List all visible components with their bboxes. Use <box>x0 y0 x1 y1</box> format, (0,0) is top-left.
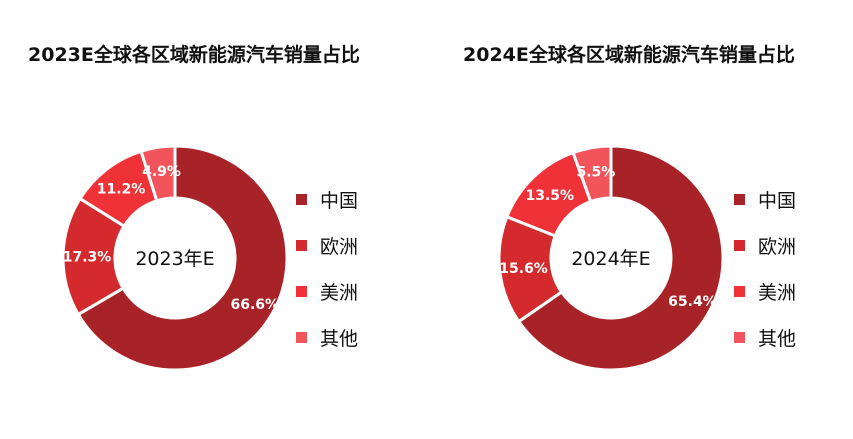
legend-item: 其他 <box>296 314 358 360</box>
legend-label: 欧洲 <box>758 235 797 258</box>
legend-swatch <box>296 285 307 297</box>
legend-item: 美洲 <box>296 268 358 314</box>
legend-swatch <box>296 331 307 343</box>
legend-item: 美洲 <box>734 268 796 314</box>
slice-value-label: 13.5% <box>525 188 574 204</box>
legend-item: 欧洲 <box>296 222 358 268</box>
chart-title-2023: 2023E全球各区域新能源汽车销量占比 <box>28 44 360 66</box>
slice-value-label: 4.9% <box>142 164 181 180</box>
donut-center-label: 2024年E <box>571 248 650 270</box>
slice-value-label: 11.2% <box>97 181 146 197</box>
legend-label: 其他 <box>758 327 797 350</box>
slice-value-label: 65.4% <box>668 294 717 310</box>
legend-item: 中国 <box>296 176 358 222</box>
legend-swatch <box>734 285 745 297</box>
legend-2023: 中国 欧洲 美洲 其他 <box>296 176 358 360</box>
donut-slice <box>76 144 289 372</box>
legend-item: 中国 <box>734 176 796 222</box>
legend-label: 美洲 <box>320 281 359 304</box>
donut-center-label: 2023年E <box>135 248 214 270</box>
legend-label: 中国 <box>320 189 359 212</box>
donut-slice <box>571 144 613 204</box>
legend-swatch <box>734 193 745 205</box>
donut-slice <box>516 144 725 372</box>
legend-swatch <box>734 239 745 251</box>
legend-2024: 中国 欧洲 美洲 其他 <box>734 176 796 360</box>
slice-value-label: 15.6% <box>499 261 548 277</box>
legend-label: 美洲 <box>758 281 797 304</box>
slice-value-label: 17.3% <box>63 250 112 266</box>
legend-label: 其他 <box>320 327 359 350</box>
donut-slice <box>139 144 177 203</box>
chart-title-2024: 2024E全球各区域新能源汽车销量占比 <box>463 44 795 66</box>
legend-item: 其他 <box>734 314 796 360</box>
slice-value-label: 5.5% <box>576 164 615 180</box>
legend-label: 欧洲 <box>320 235 359 258</box>
legend-item: 欧洲 <box>734 222 796 268</box>
legend-swatch <box>734 331 745 343</box>
slice-value-label: 66.6% <box>230 297 279 313</box>
legend-swatch <box>296 239 307 251</box>
legend-swatch <box>296 193 307 205</box>
legend-label: 中国 <box>758 189 797 212</box>
